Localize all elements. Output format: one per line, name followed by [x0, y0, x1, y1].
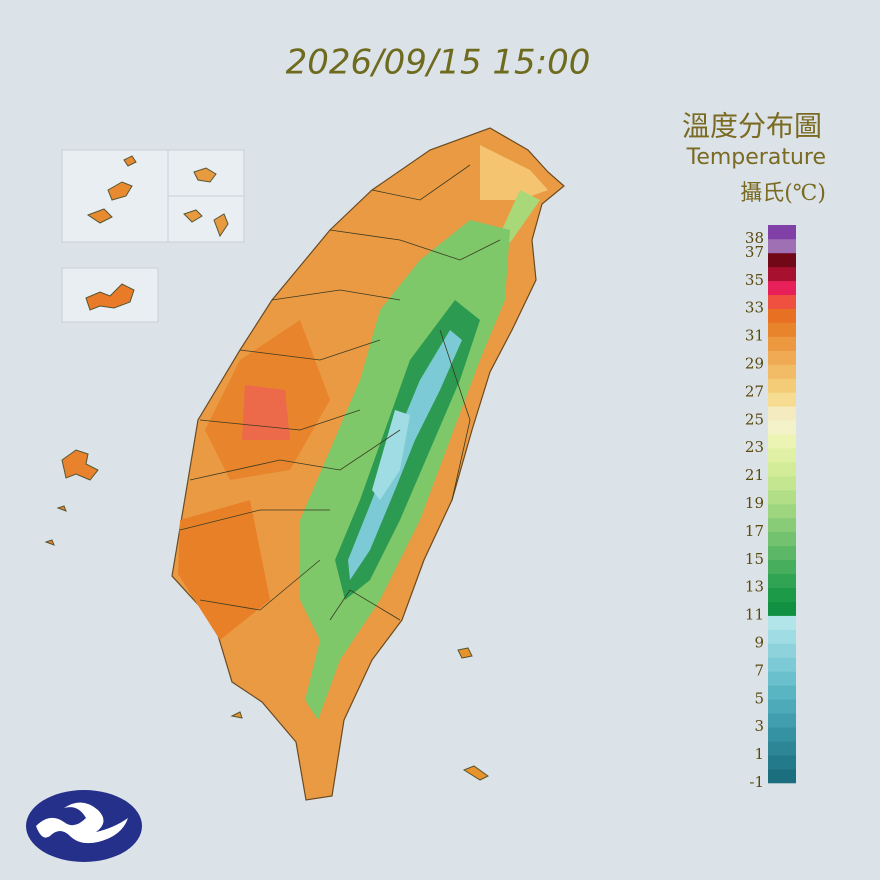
legend-tick-label: 31 [745, 327, 764, 345]
legend-tick-label: 21 [745, 466, 764, 484]
legend-tick-label: 5 [754, 689, 764, 707]
color-step [768, 350, 796, 365]
color-step [768, 238, 796, 254]
color-step [768, 420, 796, 435]
legend-tick-label: 15 [745, 550, 764, 568]
color-step [768, 545, 796, 561]
unit-label: 攝氏(℃) [740, 181, 826, 206]
legend-tick-label: 29 [745, 355, 764, 373]
logo [26, 790, 142, 862]
legend-tick-label: 37 [745, 243, 764, 261]
color-step [768, 252, 796, 268]
color-step [768, 517, 796, 533]
inset-islands [44, 149, 489, 781]
color-step [768, 294, 796, 309]
color-step [768, 308, 796, 323]
color-step [768, 629, 796, 644]
color-step [768, 378, 796, 393]
legend-tick-label: 3 [754, 717, 764, 735]
color-step [768, 671, 796, 686]
color-step [768, 573, 796, 588]
color-step [768, 280, 796, 296]
legend-tick-label: 33 [745, 299, 764, 317]
color-step [768, 685, 796, 700]
color-step [768, 741, 796, 756]
color-step [768, 448, 796, 463]
color-step [768, 587, 796, 602]
color-step [768, 657, 796, 672]
legend-tick-label: 27 [745, 382, 764, 400]
color-step [768, 406, 796, 421]
color-step [768, 225, 796, 240]
legend-tick-label: 35 [745, 271, 764, 289]
legend-tick-label: 17 [745, 522, 764, 540]
legend-tick-label: 9 [754, 634, 764, 652]
legend-tick-label: 25 [745, 410, 764, 428]
color-step [768, 643, 796, 658]
color-step [768, 364, 796, 379]
taiwan-island [171, 127, 565, 801]
legend-tick-label: 19 [745, 494, 764, 512]
timestamp: 2026/09/15 15:00 [286, 43, 591, 83]
color-step [768, 266, 796, 282]
color-step [768, 713, 796, 728]
color-step [768, 615, 796, 630]
color-step [768, 322, 796, 337]
legend-tick-label: -1 [749, 773, 764, 791]
color-step [768, 504, 796, 519]
subtitle: Temperature [686, 145, 826, 170]
color-step [768, 336, 796, 351]
color-step [768, 755, 796, 770]
color-step [768, 601, 796, 616]
color-step [768, 392, 796, 407]
color-step [768, 699, 796, 714]
color-step [768, 476, 796, 491]
color-step [768, 490, 796, 505]
color-step [768, 727, 796, 742]
legend-tick-label: 13 [745, 578, 764, 596]
color-step [768, 462, 796, 477]
legend-tick-label: 7 [754, 661, 764, 679]
legend-tick-label: 38 [745, 229, 764, 247]
color-step [768, 559, 796, 575]
legend-tick-label: 11 [745, 606, 764, 624]
legend-tick-label: 23 [745, 438, 764, 456]
title: 溫度分布圖 [682, 110, 822, 143]
color-step [768, 531, 796, 547]
color-step [768, 434, 796, 449]
color-step [768, 769, 796, 784]
legend-tick-label: 1 [754, 745, 764, 763]
